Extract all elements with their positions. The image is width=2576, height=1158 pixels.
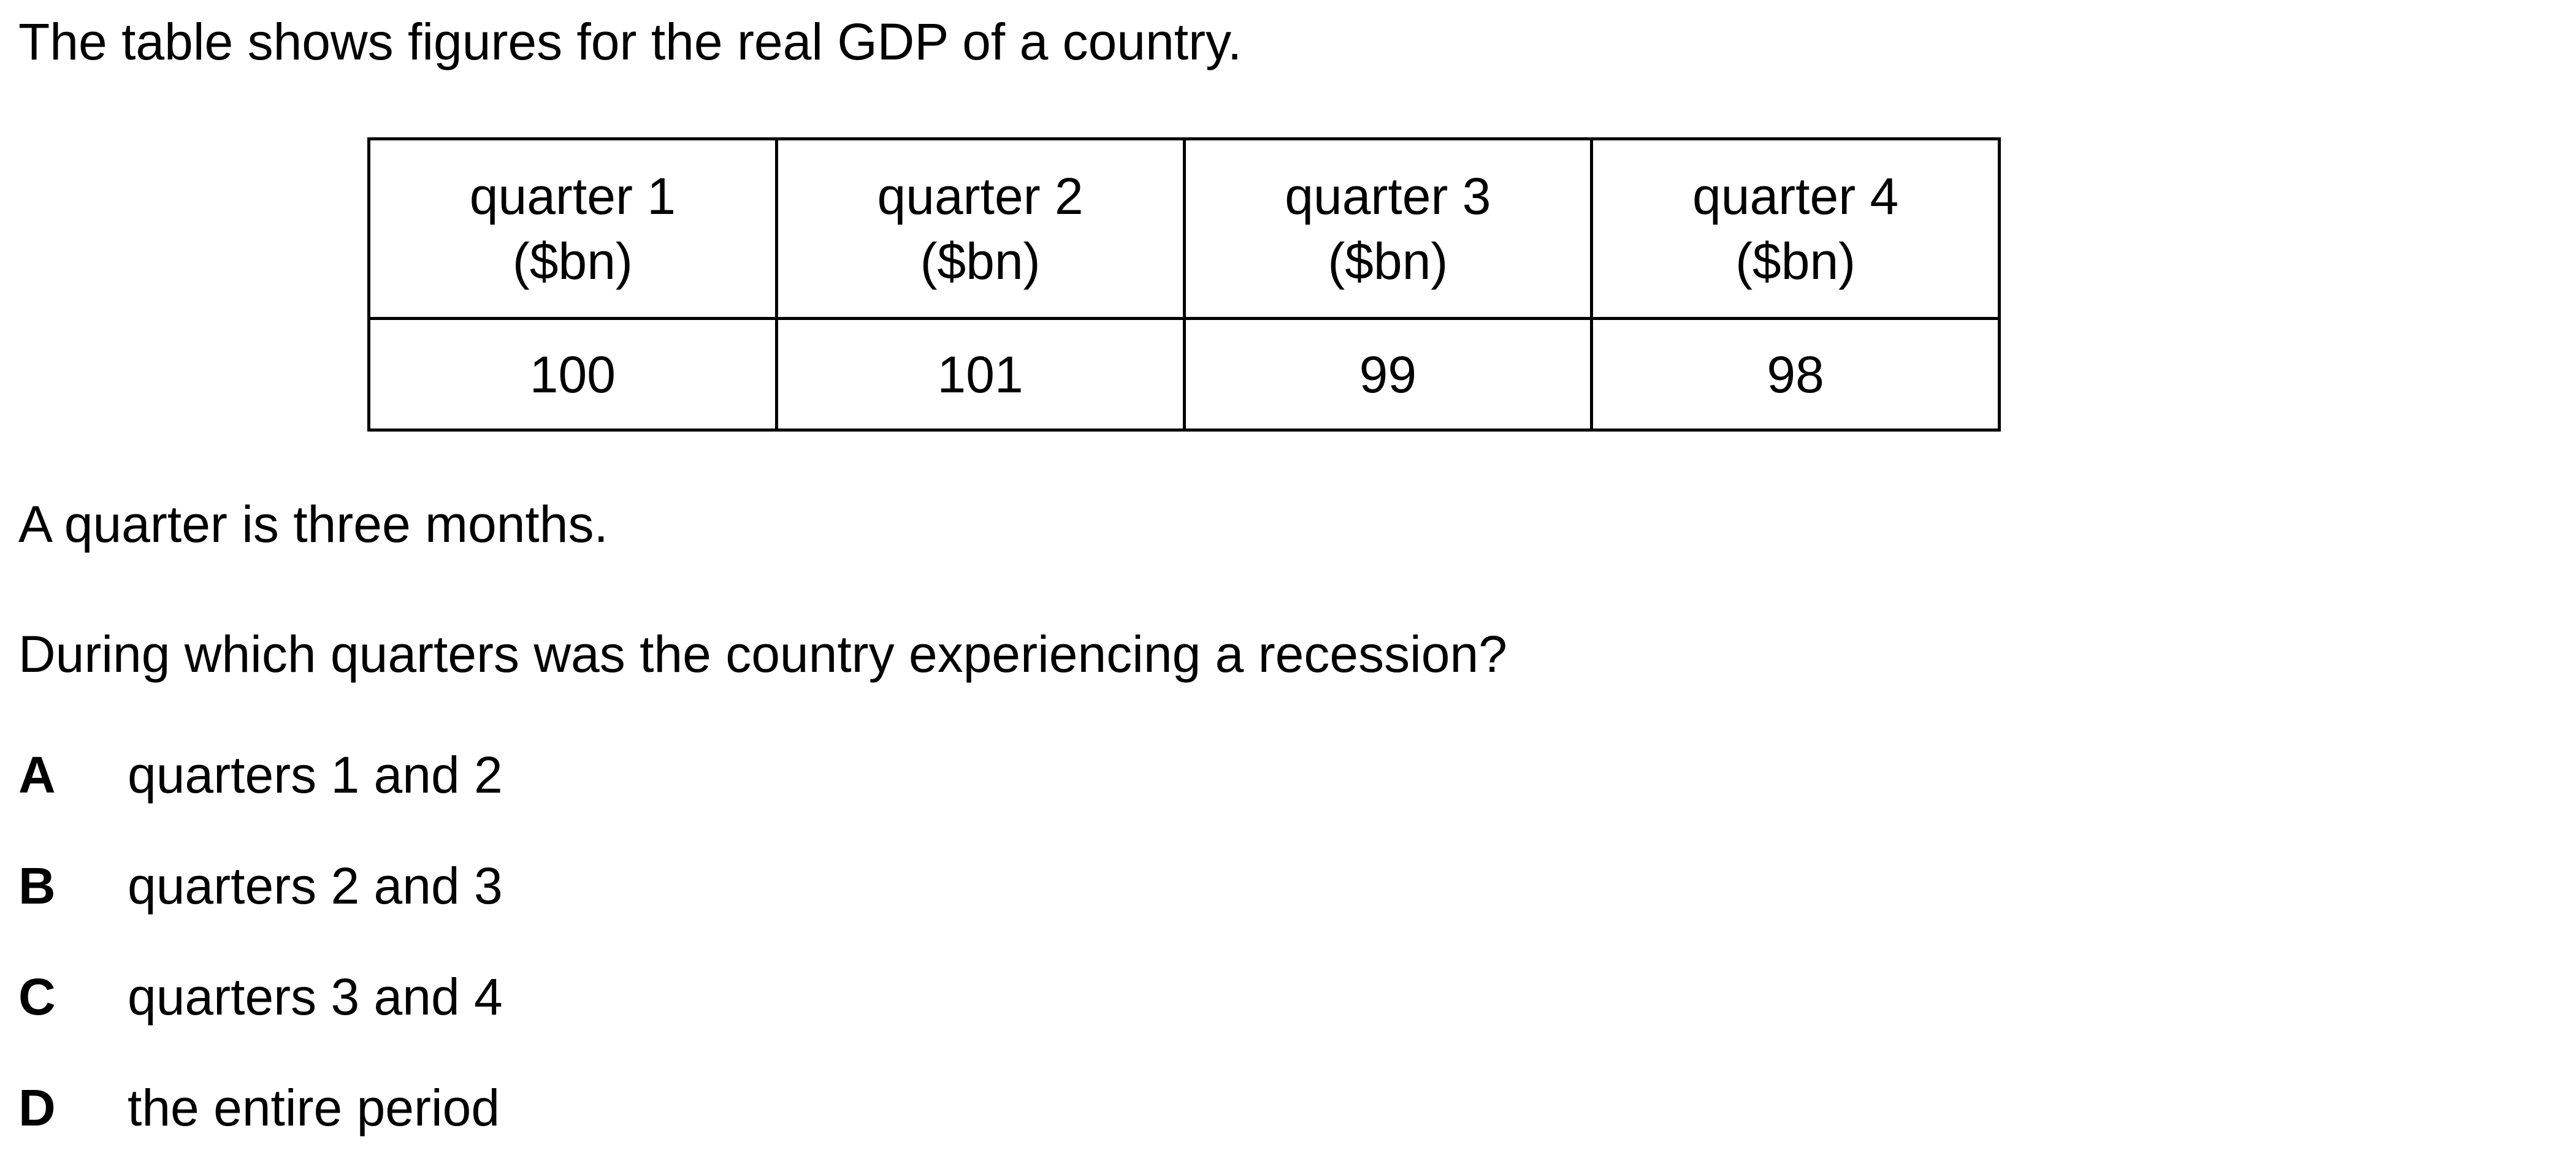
intro-text: The table shows figures for the real GDP… [18, 13, 1242, 70]
header-label: quarter 3 [1285, 167, 1491, 225]
gdp-table: quarter 1 ($bn) quarter 2 ($bn) quarter … [367, 137, 2001, 432]
table-cell-quarter-1: 100 [367, 317, 778, 432]
table-row: 100 101 99 98 [367, 317, 2001, 432]
table-header-row: quarter 1 ($bn) quarter 2 ($bn) quarter … [367, 137, 2001, 320]
option-text: quarters 3 and 4 [128, 968, 503, 1026]
header-unit: ($bn) [920, 232, 1041, 290]
option-letter: B [18, 857, 56, 915]
question-text: During which quarters was the country ex… [18, 625, 1507, 683]
header-unit: ($bn) [1735, 232, 1856, 290]
table-cell-quarter-2: 101 [774, 317, 1186, 432]
table-cell-quarter-3: 99 [1182, 317, 1594, 432]
option-text: quarters 2 and 3 [128, 857, 503, 915]
note-text: A quarter is three months. [18, 495, 608, 553]
option-text: the entire period [128, 1079, 500, 1137]
table-header-cell: quarter 3 ($bn) [1182, 137, 1594, 320]
option-letter: D [18, 1079, 56, 1137]
table-header-cell: quarter 1 ($bn) [367, 137, 778, 320]
table-header-cell: quarter 4 ($bn) [1590, 137, 2001, 320]
header-unit: ($bn) [1328, 232, 1448, 290]
header-label: quarter 1 [469, 167, 676, 225]
option-text: quarters 1 and 2 [128, 746, 503, 804]
table-header-cell: quarter 2 ($bn) [774, 137, 1186, 320]
option-letter: A [18, 746, 56, 804]
table-cell-quarter-4: 98 [1590, 317, 2001, 432]
header-unit: ($bn) [512, 232, 633, 290]
header-label: quarter 2 [877, 167, 1084, 225]
option-letter: C [18, 968, 56, 1026]
header-label: quarter 4 [1692, 167, 1899, 225]
